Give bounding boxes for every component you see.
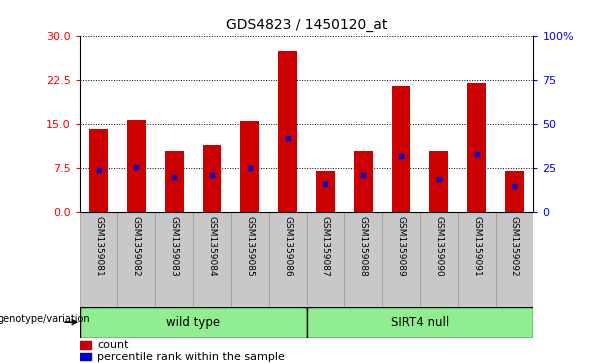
Bar xyxy=(345,212,382,330)
Bar xyxy=(202,145,221,212)
Bar xyxy=(429,151,448,212)
Point xyxy=(169,174,179,180)
Bar xyxy=(392,86,411,212)
Bar xyxy=(278,51,297,212)
Bar xyxy=(505,171,524,212)
Point xyxy=(396,153,406,159)
Bar xyxy=(420,212,458,330)
Bar xyxy=(193,212,231,330)
Text: GSM1359084: GSM1359084 xyxy=(207,216,216,277)
Bar xyxy=(80,212,118,330)
Text: GSM1359089: GSM1359089 xyxy=(397,216,406,277)
Point xyxy=(94,167,104,173)
Point xyxy=(509,183,519,189)
Bar xyxy=(165,151,184,212)
Bar xyxy=(240,121,259,212)
Bar xyxy=(382,212,420,330)
Point xyxy=(245,166,255,171)
Bar xyxy=(118,212,155,330)
Text: GSM1359086: GSM1359086 xyxy=(283,216,292,277)
Title: GDS4823 / 1450120_at: GDS4823 / 1450120_at xyxy=(226,19,387,33)
Bar xyxy=(495,212,533,330)
Bar xyxy=(306,212,345,330)
Point xyxy=(207,172,217,178)
Text: wild type: wild type xyxy=(166,316,220,329)
Text: GSM1359087: GSM1359087 xyxy=(321,216,330,277)
Text: GSM1359085: GSM1359085 xyxy=(245,216,254,277)
Bar xyxy=(354,151,373,212)
Bar xyxy=(155,212,193,330)
Bar xyxy=(316,171,335,212)
Text: percentile rank within the sample: percentile rank within the sample xyxy=(97,352,285,362)
Text: count: count xyxy=(97,340,129,350)
Text: GSM1359082: GSM1359082 xyxy=(132,216,141,277)
Point xyxy=(434,176,444,182)
Text: SIRT4 null: SIRT4 null xyxy=(390,316,449,329)
Bar xyxy=(467,83,486,212)
Point xyxy=(472,151,482,157)
Bar xyxy=(231,212,268,330)
Bar xyxy=(458,212,495,330)
Bar xyxy=(80,341,91,349)
Bar xyxy=(127,120,146,212)
Bar xyxy=(268,212,306,330)
Bar xyxy=(80,307,306,338)
Text: GSM1359083: GSM1359083 xyxy=(170,216,179,277)
Bar xyxy=(306,307,533,338)
Bar xyxy=(80,353,91,360)
Text: genotype/variation: genotype/variation xyxy=(0,314,90,324)
Bar xyxy=(89,129,108,212)
Text: GSM1359088: GSM1359088 xyxy=(359,216,368,277)
Point xyxy=(131,164,141,170)
Point xyxy=(283,135,292,141)
Text: GSM1359090: GSM1359090 xyxy=(434,216,443,277)
Point xyxy=(358,172,368,178)
Point xyxy=(321,181,330,187)
Text: GSM1359081: GSM1359081 xyxy=(94,216,103,277)
Text: GSM1359092: GSM1359092 xyxy=(510,216,519,277)
Text: GSM1359091: GSM1359091 xyxy=(472,216,481,277)
